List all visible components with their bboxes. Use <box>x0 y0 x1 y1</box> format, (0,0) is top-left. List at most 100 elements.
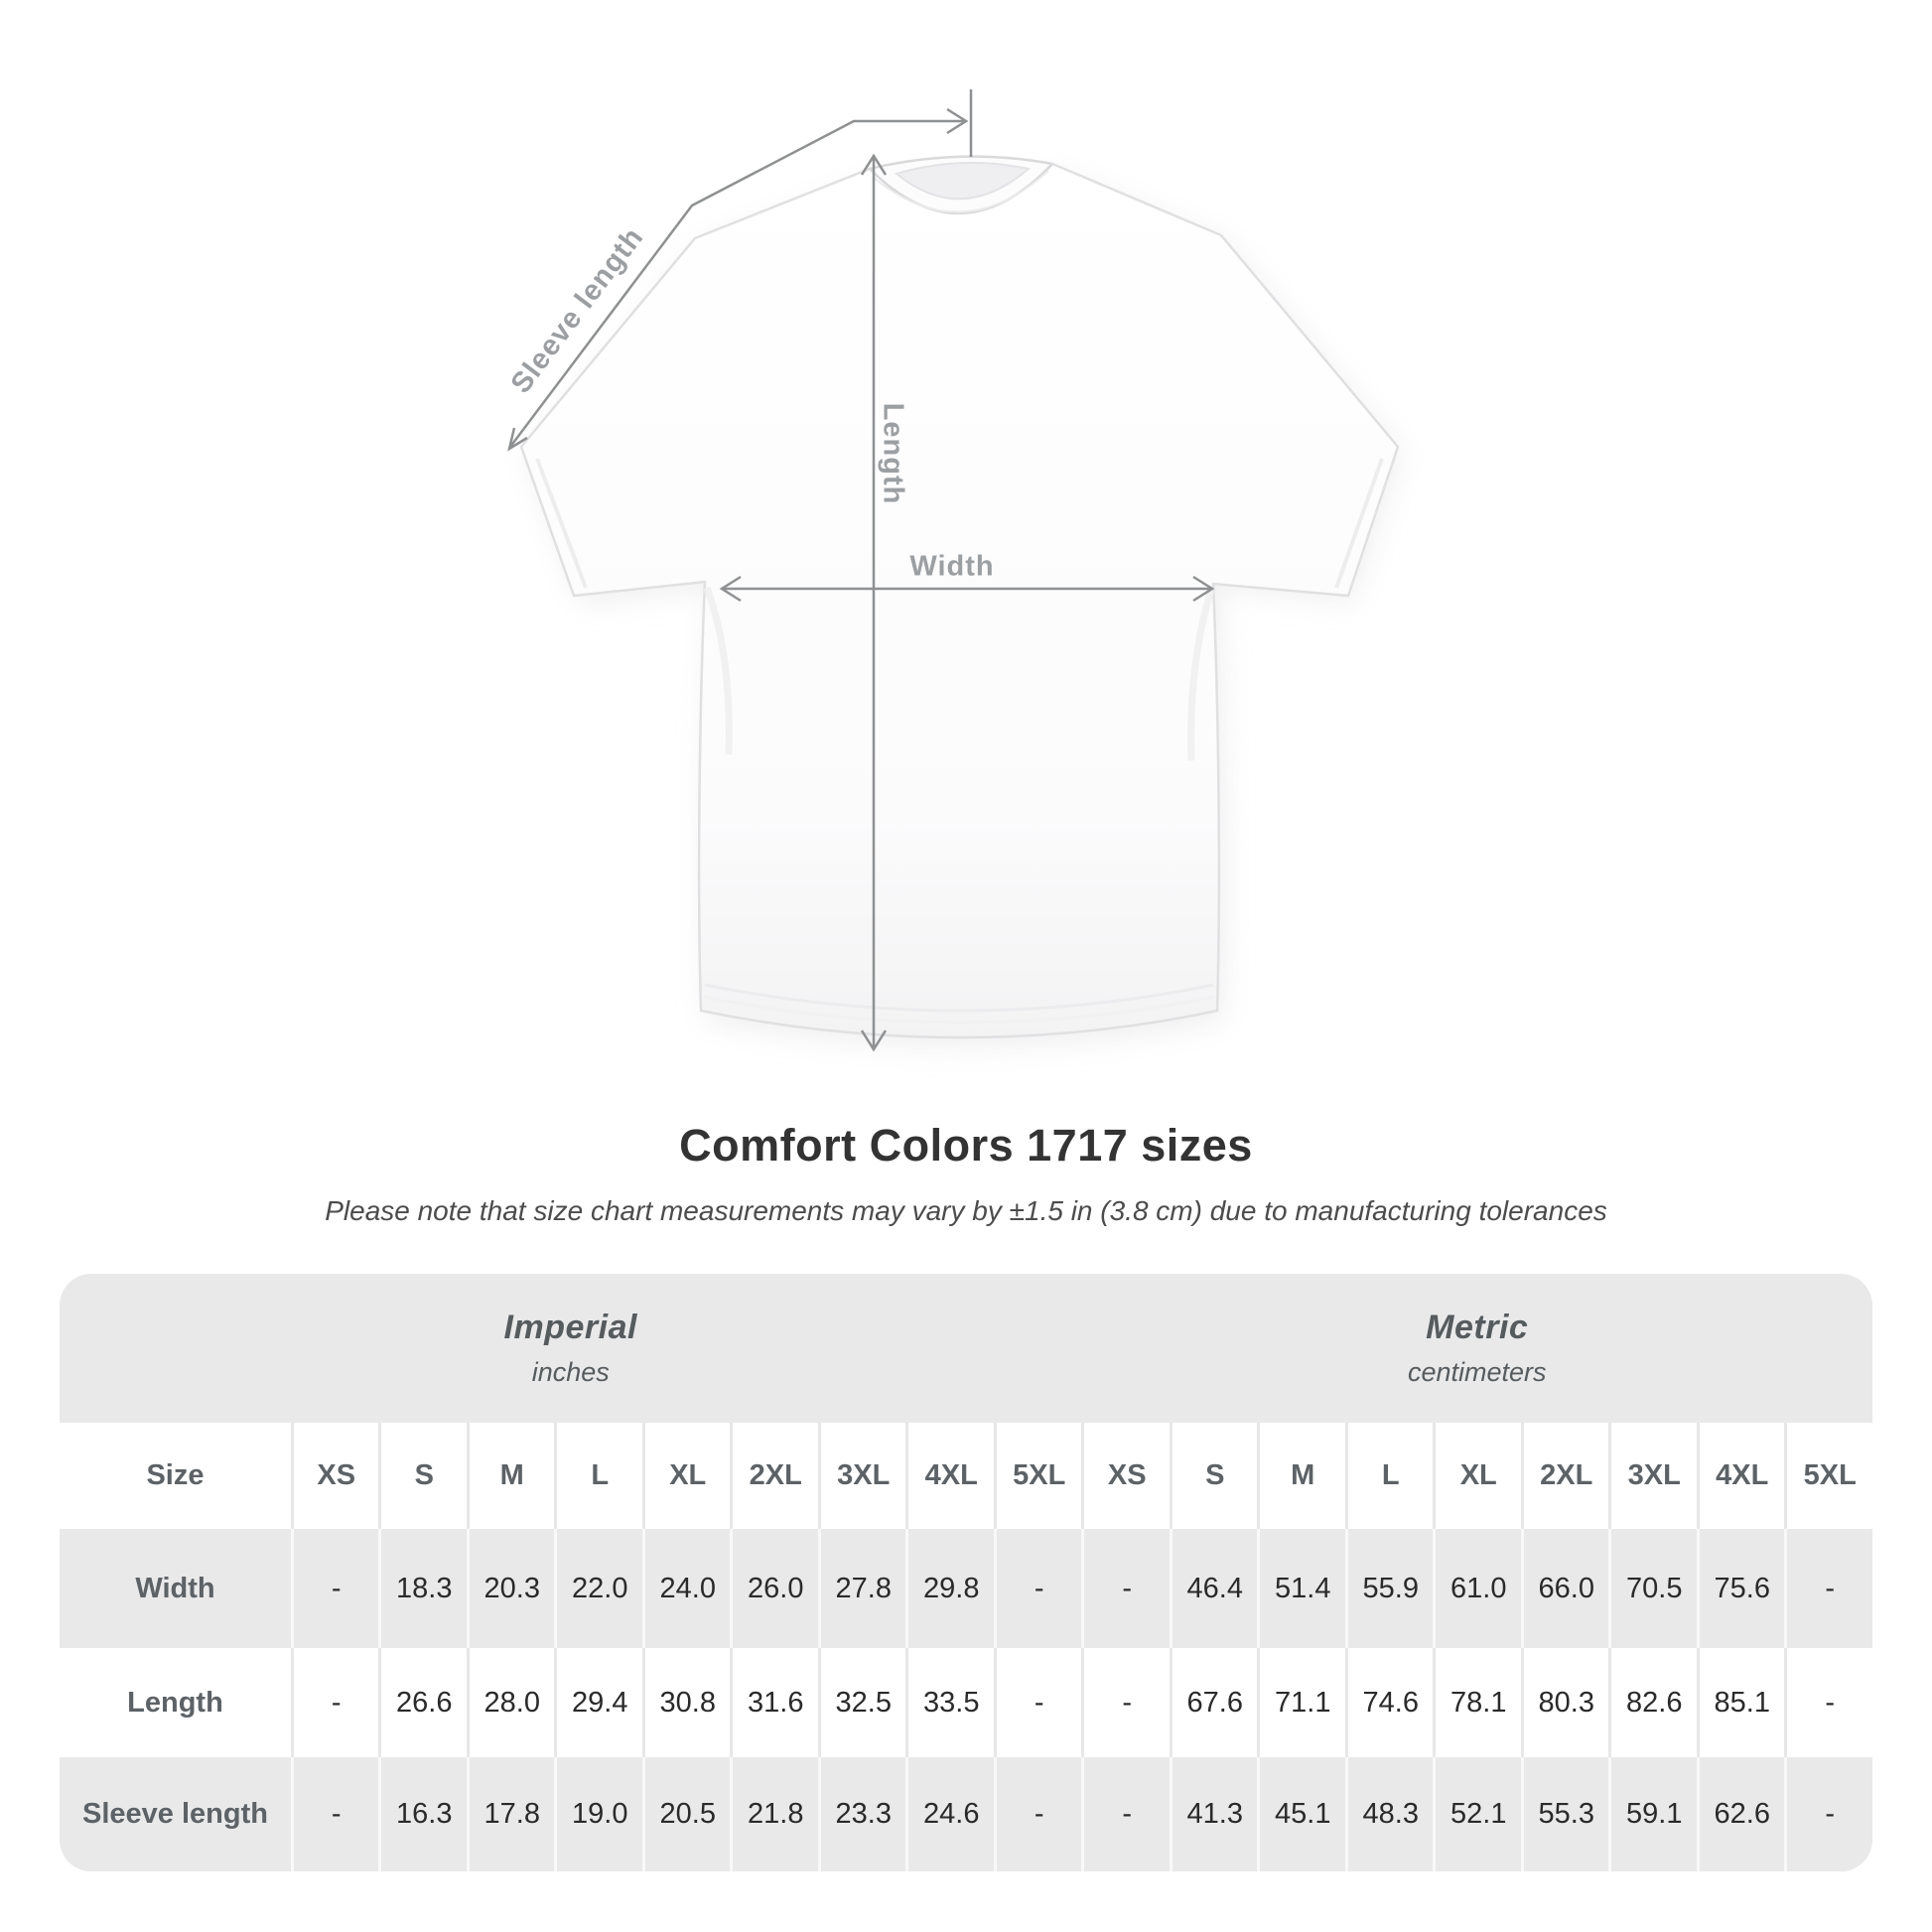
size-header-cell: M <box>466 1423 555 1529</box>
measurement-cell: - <box>1784 1529 1872 1648</box>
measurement-cell: 24.6 <box>905 1757 994 1871</box>
measurement-cell: - <box>290 1757 379 1871</box>
measurement-cell: - <box>1081 1757 1170 1871</box>
length-row-cells: -26.6 28.0 29.4 30.8 31.6 32.5 33.5- -67.6 71.1 7… <box>290 1648 1872 1757</box>
hem-stitch <box>703 995 1215 1025</box>
measurement-cell: - <box>1784 1648 1872 1757</box>
left-underarm-shade <box>703 586 733 756</box>
measurement-cell: - <box>290 1529 379 1648</box>
size-header-cell: 5XL <box>993 1423 1082 1529</box>
measurement-cell: 67.6 <box>1169 1648 1258 1757</box>
size-header-cell: 4XL <box>905 1423 994 1529</box>
measurement-cell: 31.6 <box>730 1648 818 1757</box>
imperial-header: Imperial inches <box>60 1274 1081 1423</box>
tshirt-illustration <box>507 89 1402 1052</box>
measurement-cell: - <box>1784 1757 1872 1871</box>
measurement-cell: 22.0 <box>554 1529 642 1648</box>
sleeve-row-label: Sleeve length <box>82 1798 268 1830</box>
sleeve-length-arrow <box>507 89 973 452</box>
measurement-cell: 80.3 <box>1520 1648 1609 1757</box>
size-header-cell: L <box>1344 1423 1434 1529</box>
imperial-unit: inches <box>531 1357 610 1387</box>
measurement-cell: 20.5 <box>641 1757 731 1871</box>
size-header-cell: S <box>378 1423 467 1529</box>
metric-title: Metric <box>1426 1309 1529 1346</box>
size-column-header: Size <box>146 1459 205 1491</box>
width-row-label: Width <box>135 1572 215 1604</box>
measurement-cell: 21.8 <box>730 1757 818 1871</box>
measurement-cell: 41.3 <box>1169 1757 1258 1871</box>
width-row-cells: -18.3 20.3 22.0 24.0 26.0 27.8 29.8- -46.4 51.4 5… <box>290 1529 1872 1648</box>
measurement-cell: 78.1 <box>1433 1648 1521 1757</box>
measurement-cell: 51.4 <box>1257 1529 1345 1648</box>
measurement-cell: 55.3 <box>1520 1757 1609 1871</box>
measurement-cell: 85.1 <box>1696 1648 1785 1757</box>
measurement-cell: 55.9 <box>1344 1529 1434 1648</box>
measurement-cell: 33.5 <box>905 1648 994 1757</box>
metric-unit: centimeters <box>1407 1357 1547 1387</box>
measurement-cell: 29.4 <box>554 1648 642 1757</box>
measurement-cell: 75.6 <box>1696 1529 1785 1648</box>
measurement-cell: 24.0 <box>641 1529 731 1648</box>
size-header-cell: 2XL <box>730 1423 818 1529</box>
size-header-cell: S <box>1169 1423 1258 1529</box>
unit-header-band: Imperial inches Metric centimeters <box>60 1274 1872 1423</box>
measurement-cell: 70.5 <box>1608 1529 1697 1648</box>
measurement-cell: 46.4 <box>1169 1529 1258 1648</box>
measurement-cell: 61.0 <box>1433 1529 1521 1648</box>
measurement-cell: 74.6 <box>1344 1648 1434 1757</box>
size-chart-table: Imperial inches Metric centimeters Size … <box>60 1274 1872 1871</box>
size-header-cell: L <box>554 1423 642 1529</box>
measurement-cell: 62.6 <box>1696 1757 1785 1871</box>
measurement-cell: 66.0 <box>1520 1529 1609 1648</box>
size-header-cell: 3XL <box>1608 1423 1697 1529</box>
measurement-cell: 59.1 <box>1608 1757 1697 1871</box>
measurement-cell: - <box>1081 1648 1170 1757</box>
measurement-cell: - <box>290 1648 379 1757</box>
measurement-cell: 23.3 <box>817 1757 906 1871</box>
measurement-cell: 20.3 <box>466 1529 555 1648</box>
width-label: Width <box>909 550 995 583</box>
width-row: Width -18.3 20.3 22.0 24.0 26.0 27.8 29.8- -46.… <box>60 1529 1872 1648</box>
size-header-cell: 4XL <box>1696 1423 1785 1529</box>
size-header-cell: XS <box>1081 1423 1170 1529</box>
hem-stitch <box>704 983 1214 1013</box>
measurement-cell: 26.6 <box>378 1648 467 1757</box>
measurement-cell: 18.3 <box>378 1529 467 1648</box>
collar <box>869 155 1053 214</box>
length-label: Length <box>877 402 909 505</box>
size-header-cell: 5XL <box>1784 1423 1872 1529</box>
right-underarm-shade <box>1187 588 1215 761</box>
width-arrow <box>719 575 1215 603</box>
shirt-body <box>519 162 1400 1039</box>
size-header-cell: 2XL <box>1520 1423 1609 1529</box>
sleeve-length-row: Sleeve length -16.3 17.8 19.0 20.5 21.8 23.3 2… <box>60 1757 1872 1871</box>
measurement-cell: 28.0 <box>466 1648 555 1757</box>
measurement-cell: 82.6 <box>1608 1648 1697 1757</box>
measurement-cell: - <box>993 1529 1082 1648</box>
metric-header: Metric centimeters <box>1081 1274 1872 1423</box>
measurement-cell: 16.3 <box>378 1757 467 1871</box>
size-header-cell: 3XL <box>817 1423 906 1529</box>
measurement-cell: 71.1 <box>1257 1648 1345 1757</box>
measurement-cell: 19.0 <box>554 1757 642 1871</box>
tolerance-note: Please note that size chart measurements… <box>325 1195 1607 1226</box>
measurement-cell: 26.0 <box>730 1529 818 1648</box>
size-header-row: Size XS S M L XL 2XL 3XL 4XL 5XL XS S M L XL 2XL 3XL 4XL… <box>60 1423 1872 1529</box>
length-row: Length -26.6 28.0 29.4 30.8 31.6 32.5 33.5- -67… <box>60 1648 1872 1757</box>
measurement-cell: 29.8 <box>905 1529 994 1648</box>
left-cuff-fold <box>535 458 588 589</box>
imperial-title: Imperial <box>503 1309 637 1346</box>
measurement-cell: - <box>993 1648 1082 1757</box>
measurement-cell: - <box>993 1757 1082 1871</box>
sleeve-row-cells: -16.3 17.8 19.0 20.5 21.8 23.3 24.6- -41.3 45.1 4… <box>290 1757 1872 1871</box>
measurement-cell: 48.3 <box>1344 1757 1434 1871</box>
measurement-cell: 45.1 <box>1257 1757 1345 1871</box>
measurement-cell: - <box>1081 1529 1170 1648</box>
page-title: Comfort Colors 1717 sizes <box>679 1120 1253 1171</box>
size-header-cell: XL <box>1433 1423 1521 1529</box>
measurement-cell: 30.8 <box>641 1648 731 1757</box>
size-header-cell: XL <box>641 1423 731 1529</box>
measurement-cell: 17.8 <box>466 1757 555 1871</box>
